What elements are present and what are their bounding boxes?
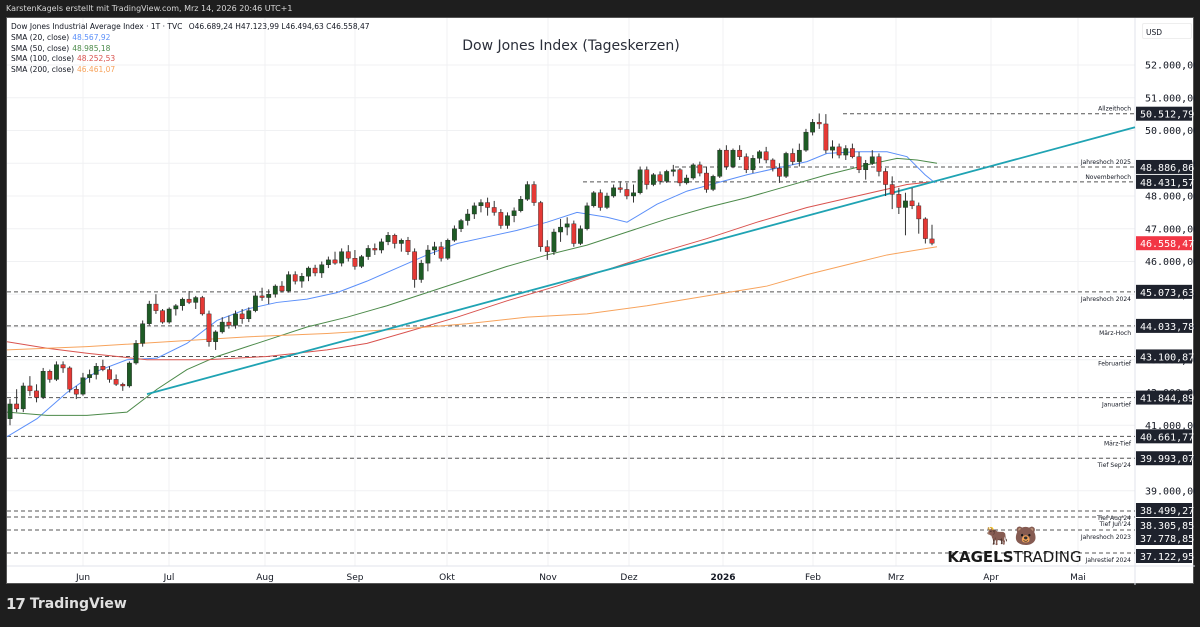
svg-text:39.000,00: 39.000,00: [1145, 486, 1195, 497]
svg-text:51.000,00: 51.000,00: [1145, 93, 1195, 104]
sma-100-legend[interactable]: SMA (100, close) 48.252,53: [11, 54, 116, 64]
svg-text:37.778,85: 37.778,85: [1140, 534, 1194, 545]
svg-text:50.000,00: 50.000,00: [1145, 126, 1195, 137]
svg-text:Dez: Dez: [620, 573, 637, 583]
svg-text:40.661,77: 40.661,77: [1140, 432, 1194, 443]
attribution-bar: KarstenKagels erstellt mit TradingView.c…: [0, 0, 1200, 17]
svg-text:Tief Sep'24: Tief Sep'24: [1097, 462, 1132, 469]
svg-text:Mai: Mai: [1070, 573, 1086, 583]
svg-text:38.305,85: 38.305,85: [1140, 521, 1194, 532]
svg-text:48.431,57: 48.431,57: [1140, 178, 1194, 189]
bull-bear-icon: 🐂🐻: [986, 526, 1043, 547]
kagels-trading-watermark: 🐂🐻 KAGELSTRADING: [947, 526, 1082, 566]
svg-text:2026: 2026: [710, 573, 735, 583]
svg-text:Nov: Nov: [539, 573, 557, 583]
svg-text:Jul: Jul: [163, 573, 175, 583]
svg-text:39.993,07: 39.993,07: [1140, 454, 1194, 465]
svg-text:Tief Aug'24: Tief Aug'24: [1096, 515, 1131, 522]
svg-text:41.844,89: 41.844,89: [1140, 394, 1194, 405]
ohlc-values: O46.689,24 H47.123,99 L46.494,63 C46.558…: [188, 22, 370, 31]
svg-text:Novemberhoch: Novemberhoch: [1085, 174, 1131, 181]
svg-text:Sep: Sep: [347, 573, 364, 583]
svg-text:Jahreshoch 2025: Jahreshoch 2025: [1080, 159, 1131, 166]
svg-text:Tief Jun'24: Tief Jun'24: [1098, 521, 1131, 528]
svg-text:37.122,95: 37.122,95: [1140, 552, 1194, 563]
sma-20-legend[interactable]: SMA (20, close) 48.567,92: [11, 32, 111, 42]
tradingview-brand: TradingView: [29, 596, 127, 612]
svg-text:48.000,00: 48.000,00: [1145, 192, 1195, 203]
svg-text:47.000,00: 47.000,00: [1145, 224, 1195, 235]
symbol-line: Dow Jones Industrial Average Index · 1T …: [11, 22, 370, 33]
svg-text:Jahreshoch 2024: Jahreshoch 2024: [1080, 296, 1131, 303]
chart-title: Dow Jones Index (Tageskerzen): [462, 38, 680, 54]
currency-button[interactable]: USD: [1142, 23, 1192, 39]
svg-text:März-Hoch: März-Hoch: [1099, 330, 1131, 337]
svg-text:48.886,86: 48.886,86: [1140, 163, 1194, 174]
svg-text:Aug: Aug: [256, 573, 274, 583]
svg-text:46.000,00: 46.000,00: [1145, 257, 1195, 268]
svg-text:Apr: Apr: [983, 573, 999, 583]
svg-text:45.073,63: 45.073,63: [1140, 288, 1194, 299]
chart-legend: Dow Jones Industrial Average Index · 1T …: [11, 22, 370, 76]
svg-text:Jahrestief 2024: Jahrestief 2024: [1085, 557, 1132, 564]
svg-text:Jun: Jun: [75, 573, 90, 583]
svg-text:Jahreshoch 2023: Jahreshoch 2023: [1080, 534, 1131, 541]
svg-text:Januartief: Januartief: [1101, 402, 1132, 409]
tradingview-footer[interactable]: 17 TradingView: [6, 595, 127, 613]
symbol-name[interactable]: Dow Jones Industrial Average Index · 1T …: [11, 22, 183, 31]
svg-text:Allzeithoch: Allzeithoch: [1098, 106, 1131, 113]
sma-50-legend[interactable]: SMA (50, close) 48.985,18: [11, 43, 111, 53]
chart-frame[interactable]: 52.000,0051.000,0050.000,0049.000,0048.0…: [6, 17, 1195, 585]
svg-text:März-Tief: März-Tief: [1104, 440, 1132, 447]
sma-200-legend[interactable]: SMA (200, close) 46.461,07: [11, 65, 116, 75]
svg-text:41.000,00: 41.000,00: [1145, 421, 1195, 432]
attribution-text: KarstenKagels erstellt mit TradingView.c…: [6, 4, 293, 13]
svg-text:Mrz: Mrz: [888, 573, 904, 583]
svg-text:43.100,87: 43.100,87: [1140, 352, 1194, 363]
svg-text:Feb: Feb: [805, 573, 821, 583]
brand-name: KAGELSTRADING: [947, 548, 1082, 566]
svg-text:50.512,79: 50.512,79: [1140, 110, 1194, 121]
tradingview-logo-icon: 17: [6, 595, 26, 613]
svg-text:52.000,00: 52.000,00: [1145, 61, 1195, 72]
svg-text:Februartief: Februartief: [1098, 360, 1132, 367]
svg-text:Okt: Okt: [439, 573, 455, 583]
svg-text:44.033,78: 44.033,78: [1140, 322, 1194, 333]
svg-text:46.558,47: 46.558,47: [1140, 239, 1194, 250]
candlestick-chart[interactable]: 52.000,0051.000,0050.000,0049.000,0048.0…: [7, 18, 1195, 585]
svg-text:38.499,27: 38.499,27: [1140, 506, 1194, 517]
